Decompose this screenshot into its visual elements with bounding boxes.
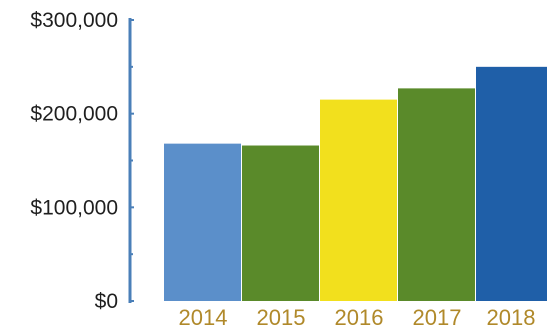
y-ticks-layer: $0 $100,000 $200,000 $300,000 bbox=[30, 9, 134, 313]
y-tick-label: $200,000 bbox=[30, 103, 118, 126]
y-tick-label: $100,000 bbox=[30, 196, 118, 219]
bar-2014 bbox=[164, 143, 241, 301]
x-tick-label-2016: 2016 bbox=[335, 305, 384, 330]
x-tick-label-2015: 2015 bbox=[257, 305, 306, 330]
x-labels-layer: 2014 2015 2016 2017 2018 bbox=[179, 305, 536, 330]
bar-2017 bbox=[398, 88, 475, 301]
y-tick-label: $300,000 bbox=[30, 9, 118, 32]
x-tick-label-2017: 2017 bbox=[413, 305, 462, 330]
bar-2016 bbox=[320, 99, 397, 301]
bars-layer bbox=[164, 66, 547, 301]
y-tick-label: $0 bbox=[95, 290, 118, 313]
x-tick-label-2014: 2014 bbox=[179, 305, 228, 330]
bar-2015 bbox=[242, 145, 319, 301]
bar-2018 bbox=[476, 66, 547, 301]
x-tick-label-2018: 2018 bbox=[487, 305, 536, 330]
